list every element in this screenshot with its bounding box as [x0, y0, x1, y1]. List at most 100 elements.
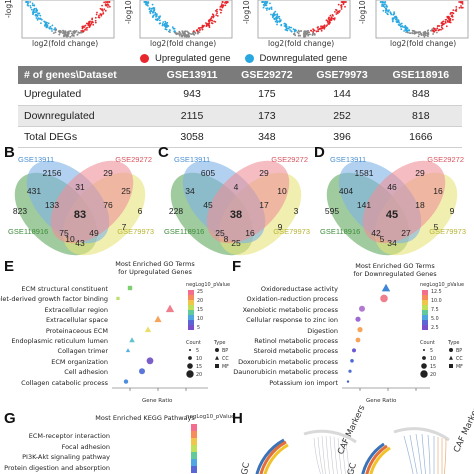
volcano-point: [211, 19, 214, 22]
volcano-point: [63, 35, 66, 37]
volcano-point: [273, 14, 276, 16]
volcano-point: [328, 18, 331, 21]
venn-region-count: 5: [434, 222, 439, 232]
volcano-point: [393, 11, 395, 14]
volcano-point: [303, 35, 305, 38]
venn-region-count: 75: [59, 228, 69, 238]
panel-label-c: C: [158, 144, 169, 161]
volcano-point: [86, 26, 89, 29]
volcano-point: [337, 3, 340, 6]
volcano-point: [284, 25, 287, 28]
volcano-point: [332, 17, 335, 20]
type-legend-label: MF: [222, 364, 229, 370]
volcano-point: [424, 30, 427, 33]
volcano-point: [329, 21, 331, 24]
volcano-point: [270, 13, 272, 16]
volcano-point: [390, 13, 393, 16]
panel-f-title: Most Enriched GO Terms for Downregulated …: [330, 262, 460, 278]
volcano-point: [417, 35, 420, 38]
volcano-point: [51, 30, 53, 32]
volcano-point: [38, 12, 41, 15]
panel-e-xlabel: Gene Ratio: [142, 398, 173, 404]
volcano-point: [208, 20, 211, 23]
volcano-point: [288, 26, 291, 29]
volcano-plot-2: [139, 0, 233, 39]
volcano-point: [208, 26, 211, 28]
volcano-point: [27, 2, 29, 5]
venn-region-count: 133: [45, 200, 59, 210]
table-cell: Downregulated: [18, 105, 155, 127]
colorbar-segment: [422, 320, 428, 325]
volcano-point: [145, 1, 148, 4]
panel-label-h: H: [232, 410, 243, 427]
volcano-point: [55, 29, 57, 31]
colorbar-segment: [191, 466, 197, 473]
volcano-point: [397, 23, 400, 26]
panel-label-b: B: [4, 144, 15, 161]
count-legend-label: 5: [430, 348, 433, 354]
enrichment-term-label: Cell adhesion: [64, 368, 108, 377]
venn-region-count: 27: [401, 228, 411, 238]
volcano-point: [435, 29, 437, 32]
volcano-xlabel-4: log2(fold change): [390, 39, 457, 48]
volcano-point: [298, 30, 301, 33]
volcano-point: [451, 11, 454, 14]
volcano-point: [184, 32, 186, 35]
volcano-point: [161, 23, 164, 25]
venn-region-count: 25: [121, 186, 131, 196]
volcano-point: [278, 17, 281, 20]
volcano-point: [148, 7, 151, 9]
volcano-point: [275, 19, 278, 22]
enrichment-point: [125, 348, 131, 353]
venn-region-count: 49: [89, 228, 99, 238]
volcano-xlabel-2: log2(fold change): [150, 39, 217, 48]
volcano-point: [36, 9, 39, 12]
volcano-point: [87, 24, 90, 26]
venn-region-count: 83: [74, 209, 86, 221]
volcano-legend: Upregulated gene Downregulated gene: [140, 53, 347, 64]
volcano-point: [84, 24, 87, 27]
volcano-point: [194, 32, 197, 35]
table-cell: 173: [229, 105, 305, 127]
colorbar-tick-label: 5: [197, 325, 200, 331]
volcano-point: [452, 18, 454, 21]
volcano-point: [85, 22, 88, 25]
volcano-point: [69, 30, 72, 33]
venn-region-count: 1581: [355, 168, 374, 178]
volcano-point: [317, 26, 319, 28]
volcano-point: [98, 14, 100, 17]
volcano-point: [29, 6, 32, 9]
volcano-point: [310, 29, 313, 32]
table-row: Upregulated 943 175 144 848: [18, 84, 462, 106]
type-legend-shape: [449, 348, 453, 352]
volcano-point: [104, 9, 107, 12]
volcano-point: [449, 13, 452, 15]
venn-set-label: GSE29272: [271, 155, 308, 164]
volcano-point: [54, 27, 56, 29]
volcano-point: [305, 31, 307, 33]
volcano-point: [382, 9, 385, 12]
volcano-point: [51, 24, 54, 27]
enrichment-point: [359, 305, 365, 312]
volcano-point: [418, 33, 421, 36]
volcano-point: [278, 15, 281, 18]
volcano-point: [292, 28, 295, 31]
colorbar-title: negLog10_pValue: [186, 282, 230, 288]
volcano-point: [383, 2, 385, 4]
volcano-point: [300, 30, 302, 32]
volcano-point: [162, 24, 164, 27]
venn-set-ellipse: [206, 160, 290, 244]
volcano-point: [276, 13, 279, 16]
venn-region-count: 605: [201, 168, 215, 178]
volcano-point: [81, 27, 84, 29]
colorbar-segment: [188, 325, 194, 330]
volcano-point: [163, 23, 166, 25]
volcano-point: [76, 33, 79, 36]
volcano-point: [86, 29, 88, 31]
volcano-point: [303, 31, 306, 34]
venn-set-ellipse: [362, 160, 446, 244]
venn-region-count: 431: [27, 186, 41, 196]
volcano-point: [343, 1, 345, 3]
volcano-point: [455, 10, 458, 12]
volcano-point: [268, 7, 271, 10]
